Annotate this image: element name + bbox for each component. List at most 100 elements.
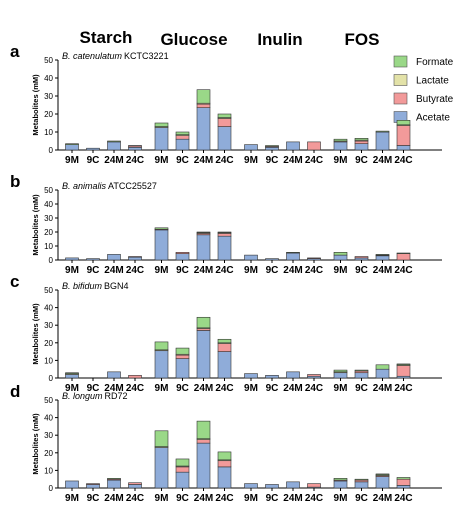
bar-segment-acetate [217,466,232,489]
group-headers: Starch Glucose Inulin FOS [80,28,380,49]
bar-segment-butyrate [396,478,411,486]
bar-segment-acetate [375,368,390,379]
bar-segment-acetate [196,330,211,379]
y-tick-label: 20 [44,110,53,119]
bar-segment-formate [396,363,411,366]
bar-segment-formate [217,338,232,344]
y-tick-label: 10 [44,466,53,475]
x-tick-label: 24C [126,383,144,394]
bar-segment-formate [354,138,369,141]
strain-name: KCTC3221 [124,51,169,61]
bar-segment-acetate [86,147,100,151]
panels: a B. catenulatum KCTC3221 Metabolites (mM) 0… [10,42,442,504]
bar-segment-acetate [396,485,411,489]
x-tick-label: 9M [244,383,258,394]
bar-segment-acetate [175,138,190,151]
bar-segment-butyrate [128,482,142,485]
bar-segment-acetate [65,480,79,489]
bar-segment-acetate [375,255,390,261]
x-tick-label: 9C [266,493,279,504]
bar-segment-butyrate [217,460,232,468]
bar-segment-acetate [154,447,169,489]
bar-segment-acetate [286,371,300,379]
bar-segment-acetate [333,372,348,379]
species-name: B. longum [62,391,103,401]
bar-segment-formate [396,252,411,254]
x-tick-label: 24M [283,493,302,504]
bar-segment-formate [154,341,169,351]
x-tick-label: 24C [215,493,233,504]
x-tick-label: 9M [65,265,79,276]
bar-segment-butyrate [307,483,321,488]
bar-segment-butyrate [175,135,190,140]
bar-segment-acetate [375,131,390,151]
x-tick-label: 9C [176,383,189,394]
bar-segment-acetate [128,484,142,489]
x-tick-label: 24M [283,155,302,166]
bar-segment-formate [65,143,79,145]
x-tick-label: 9M [334,155,348,166]
x-tick-label: 24C [394,265,412,276]
bar-segment-formate [333,138,348,142]
bar-segment-butyrate [307,374,321,377]
bar-segment-acetate [154,350,169,379]
bar-segment-formate [375,130,390,133]
y-tick-label: 50 [44,396,53,405]
x-tick-label: 9C [355,383,368,394]
y-axis-label: Metabolites (mM) [31,194,40,256]
x-tick-label: 24M [283,265,302,276]
bar-segment-butyrate [175,466,190,473]
x-tick-label: 9M [155,155,169,166]
y-tick-label: 0 [49,374,54,383]
y-tick-label: 30 [44,92,53,101]
x-tick-label: 24M [194,493,213,504]
x-tick-label: 9C [176,493,189,504]
legend: Formate Lactate Butyrate Acetate [393,55,454,124]
bar-segment-acetate [196,442,211,489]
bar-segment-acetate [286,252,300,261]
bar-segment-acetate [107,254,121,261]
y-tick-label: 50 [44,56,53,65]
x-tick-label: 9M [155,383,169,394]
x-tick-label: 9M [244,265,258,276]
strain-label: B. longum RD72 [62,391,128,401]
bar-segment-acetate [217,126,232,151]
bar-segment-formate [65,372,79,374]
bar-segment-formate [107,140,121,143]
x-tick-label: 9C [355,155,368,166]
panel-letter-b: b [10,172,20,191]
group-label-glucose: Glucose [160,30,227,49]
x-tick-label: 24M [373,265,392,276]
bar-segment-acetate [65,144,79,151]
bar-segment-formate [196,316,211,329]
bar-segment-formate [375,364,390,370]
x-tick-label: 9M [334,383,348,394]
y-tick-label: 0 [49,484,54,493]
x-tick-label: 9M [334,265,348,276]
bar-segment-butyrate [196,439,211,444]
x-tick-label: 24M [373,383,392,394]
y-axis-label: Metabolites (mM) [31,303,40,365]
x-tick-label: 9C [87,155,100,166]
y-tick-label: 30 [44,431,53,440]
bar-segment-acetate [244,254,258,261]
y-tick-label: 50 [44,286,53,295]
bar-segment-formate [354,478,369,481]
bar-segment-butyrate [307,141,321,151]
y-tick-label: 30 [44,321,53,330]
bar-segment-butyrate [307,257,321,259]
bar-segment-formate [333,369,348,373]
bar-segment-butyrate [396,365,411,377]
panel-d: d B. longum RD72 Metabolites (mM) 0 10 20 30 40 5… [10,382,442,504]
x-tick-label: 9C [87,493,100,504]
bar-segment-formate [175,347,190,355]
bar-segment-formate [107,478,121,480]
bar-segment-formate [396,120,411,126]
bar-segment-acetate [175,471,190,489]
panel-a: a B. catenulatum KCTC3221 Metabolites (mM) 0… [10,42,442,166]
panel-c: c B. bifidum BGN4 Metabolites (mM) 0 10 20 30 40… [10,272,442,394]
x-tick-label: 9M [65,155,79,166]
bar-segment-butyrate [217,343,232,352]
bar-segment-acetate [333,254,348,261]
